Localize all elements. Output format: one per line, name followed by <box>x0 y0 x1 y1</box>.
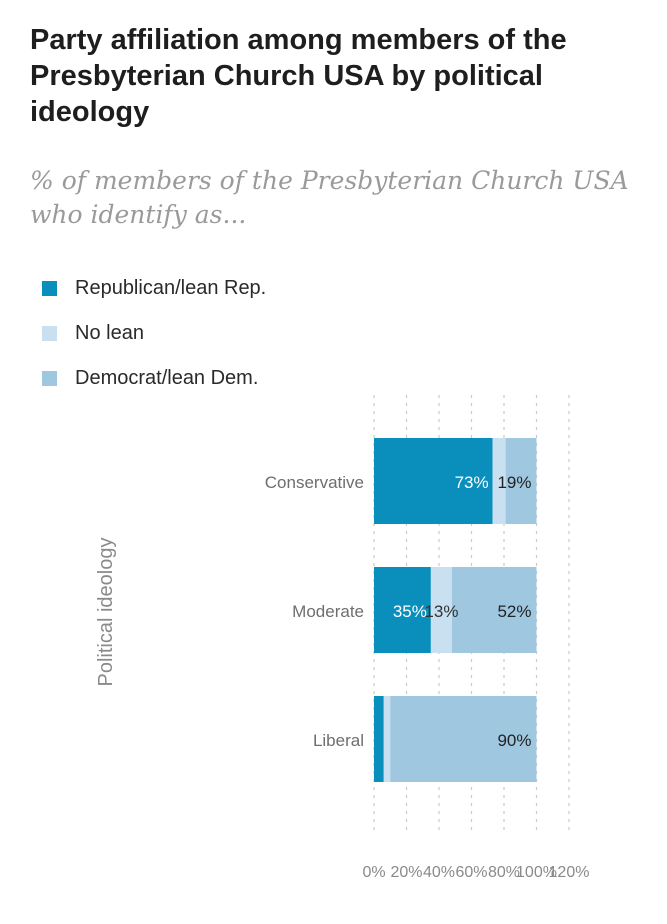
bar-moderate-no-lean <box>430 567 452 653</box>
legend-item-republican: Republican/lean Rep. <box>42 274 266 302</box>
legend-item-no-lean: No lean <box>42 319 266 347</box>
data-label-moderate-republican: 35% <box>393 602 427 621</box>
chart-subtitle: % of members of the Presbyterian Church … <box>30 166 629 229</box>
category-label-liberal: Liberal <box>313 731 364 750</box>
bar-liberal-no-lean <box>383 696 391 782</box>
x-tick-label-80: 80% <box>488 864 520 881</box>
chart-title: Party affiliation among members of the P… <box>30 24 567 128</box>
legend-swatch-no-lean <box>42 325 57 341</box>
legend-swatch-democrat <box>42 370 57 386</box>
category-label-conservative: Conservative <box>265 473 364 492</box>
legend-swatch-republican <box>42 280 57 296</box>
bar-conservative-republican <box>374 438 493 524</box>
x-tick-label-60: 60% <box>455 864 487 881</box>
data-label-moderate-no-lean: 13% <box>424 602 458 621</box>
legend-item-democrat: Democrat/lean Dem. <box>42 364 266 392</box>
bar-liberal-republican <box>374 696 384 782</box>
x-tick-label-0: 0% <box>362 864 385 881</box>
x-tick-label-40: 40% <box>423 864 455 881</box>
bar-liberal-democrat <box>390 696 537 782</box>
category-label-moderate: Moderate <box>292 602 364 621</box>
legend: Republican/lean Rep. No lean Democrat/le… <box>42 274 266 409</box>
legend-label-republican: Republican/lean Rep. <box>75 276 267 299</box>
x-tick-label-100: 100% <box>516 864 557 881</box>
data-label-moderate-democrat: 52% <box>497 602 531 621</box>
legend-label-democrat: Democrat/lean Dem. <box>75 366 259 389</box>
data-label-conservative-republican: 73% <box>455 473 489 492</box>
bar-conservative-no-lean <box>492 438 506 524</box>
x-tick-label-120: 120% <box>549 864 590 881</box>
legend-label-no-lean: No lean <box>75 321 144 344</box>
bar-moderate-republican <box>374 567 431 653</box>
y-axis-title: Political ideology <box>95 538 117 687</box>
data-label-conservative-democrat: 19% <box>497 473 531 492</box>
bar-moderate-democrat <box>452 567 537 653</box>
x-tick-label-20: 20% <box>390 864 422 881</box>
data-label-liberal-democrat: 90% <box>497 731 531 750</box>
bar-conservative-democrat <box>505 438 537 524</box>
